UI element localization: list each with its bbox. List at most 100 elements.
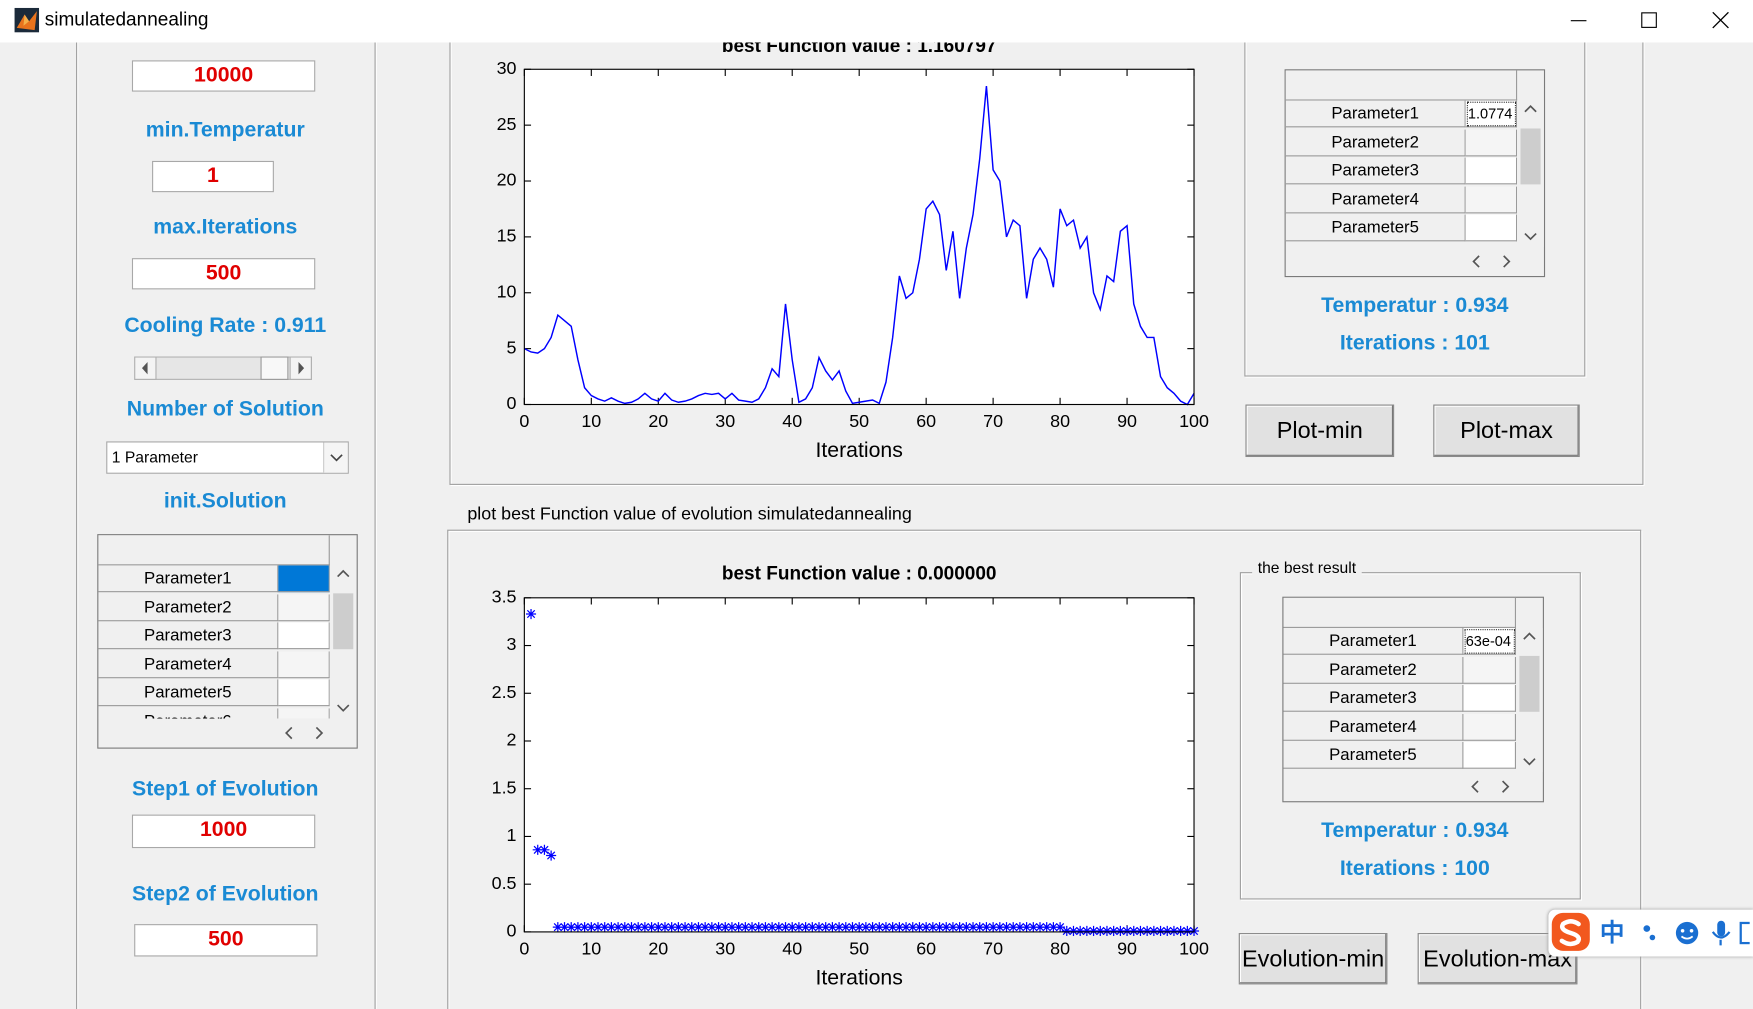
data-point: [1014, 922, 1025, 933]
data-point: [1101, 925, 1112, 936]
row-header: Parameter3: [98, 622, 279, 650]
data-point: [753, 922, 764, 933]
parameter-table[interactable]: Parameter1 Parameter2 Parameter3 Parameter4…: [97, 534, 358, 749]
ime-mode[interactable]: 中: [1599, 918, 1625, 947]
text-input[interactable]: 10000: [131, 60, 316, 92]
y-tick-label: 0.5: [492, 873, 517, 893]
table-cell[interactable]: [278, 565, 330, 593]
data-point: [653, 922, 664, 933]
data-point: [974, 922, 985, 933]
slider-thumb[interactable]: [260, 356, 289, 380]
data-point: [1008, 922, 1019, 933]
data-point: [1182, 925, 1193, 936]
text-input[interactable]: 1000: [131, 814, 316, 849]
table-body: Parameter1 1.0774 Parameter2 Parameter3 Para…: [1285, 100, 1518, 247]
data-point: [1041, 922, 1052, 933]
x-tick-label: 30: [715, 939, 735, 959]
text-input[interactable]: 500: [131, 258, 316, 290]
field-label: Number of Solution: [126, 397, 324, 422]
table-cell[interactable]: [1465, 214, 1518, 242]
plot-frame: [523, 597, 1195, 933]
data-point: [880, 922, 892, 933]
data-point: [586, 922, 597, 933]
data-point: [1034, 922, 1046, 933]
text-input[interactable]: 1: [152, 160, 274, 193]
table-cell[interactable]: [1463, 656, 1517, 684]
data-point: [780, 922, 791, 933]
data-point: [867, 922, 878, 933]
x-tick-label: 70: [983, 939, 1003, 959]
data-point: [961, 922, 972, 933]
data-point: [981, 922, 992, 933]
plot-panel: [447, 529, 1642, 1009]
y-tick-label: 2: [507, 730, 517, 750]
data-point: [988, 922, 999, 933]
data-point: [1081, 925, 1092, 936]
maximize-button[interactable]: [1641, 12, 1657, 28]
plot-min-button[interactable]: Plot-min: [1245, 404, 1395, 458]
text-input[interactable]: 500: [134, 924, 318, 957]
result-group: [1239, 572, 1581, 900]
data-point: [686, 922, 697, 933]
table-cell[interactable]: [1465, 186, 1518, 213]
iterations-label: Iterations : 101: [1339, 331, 1490, 356]
field-label: Step1 of Evolution: [132, 777, 319, 802]
x-tick-label: 50: [849, 939, 869, 959]
x-axis-label: Iterations: [816, 439, 903, 462]
dropdown-button[interactable]: [323, 442, 348, 473]
y-tick-label: 1.5: [492, 777, 517, 797]
x-tick-label: 30: [715, 411, 735, 431]
y-tick-label: 15: [497, 226, 517, 246]
data-point: [1095, 925, 1106, 936]
data-point: [934, 922, 945, 933]
y-tick-label: 0: [507, 393, 517, 413]
row-header: Parameter1: [98, 565, 279, 593]
result-table[interactable]: Parameter1 1.0774 Parameter2 Parameter3 Para…: [1284, 69, 1546, 278]
data-point: [747, 922, 758, 933]
data-point: [659, 922, 671, 933]
table-cell[interactable]: [278, 707, 330, 719]
ime-toolbar[interactable]: 中: [1548, 909, 1753, 957]
table-cell[interactable]: [1463, 713, 1517, 741]
data-point: [834, 922, 845, 933]
table-cell[interactable]: [1463, 741, 1517, 769]
row-header: Parameter3: [1283, 684, 1464, 712]
evolution-min-button[interactable]: Evolution-min: [1238, 933, 1388, 985]
table-cell[interactable]: [278, 593, 330, 621]
table-body: Parameter1 Parameter2 Parameter3 Parameter4…: [98, 565, 330, 719]
window-controls[interactable]: [1543, 0, 1753, 42]
plot-max-button[interactable]: Plot-max: [1433, 404, 1580, 458]
data-point: [559, 922, 570, 933]
table-cell[interactable]: 63e-04: [1463, 627, 1517, 655]
x-tick-label: 20: [648, 411, 668, 431]
x-tick-label: 40: [782, 411, 802, 431]
slider[interactable]: [134, 356, 313, 381]
table-cell[interactable]: [278, 679, 330, 707]
x-tick-label: 20: [648, 939, 668, 959]
data-point: [1048, 922, 1059, 933]
table-cell[interactable]: [1463, 684, 1517, 712]
data-point: [626, 922, 637, 933]
close-button[interactable]: [1712, 11, 1729, 29]
data-point: [566, 922, 577, 933]
data-point: [1135, 925, 1146, 936]
data-point: [539, 844, 550, 855]
data-point: [887, 922, 898, 933]
data-point: [894, 922, 905, 933]
data-point: [613, 922, 624, 933]
table-cell[interactable]: 1.0774: [1465, 100, 1518, 128]
data-point: [706, 922, 717, 933]
data-point: [740, 922, 751, 933]
table-cell[interactable]: [278, 650, 330, 678]
row-header: Parameter1: [1283, 627, 1464, 655]
table-cell[interactable]: [278, 622, 330, 650]
dropdown[interactable]: 1 Parameter: [106, 441, 349, 474]
data-point: [1021, 922, 1032, 933]
table-cell[interactable]: [1465, 129, 1518, 156]
data-point: [1075, 925, 1086, 936]
y-tick-label: 25: [497, 114, 517, 134]
data-point: [941, 922, 952, 933]
table-cell[interactable]: [1465, 157, 1518, 185]
y-tick-label: 10: [497, 281, 517, 301]
